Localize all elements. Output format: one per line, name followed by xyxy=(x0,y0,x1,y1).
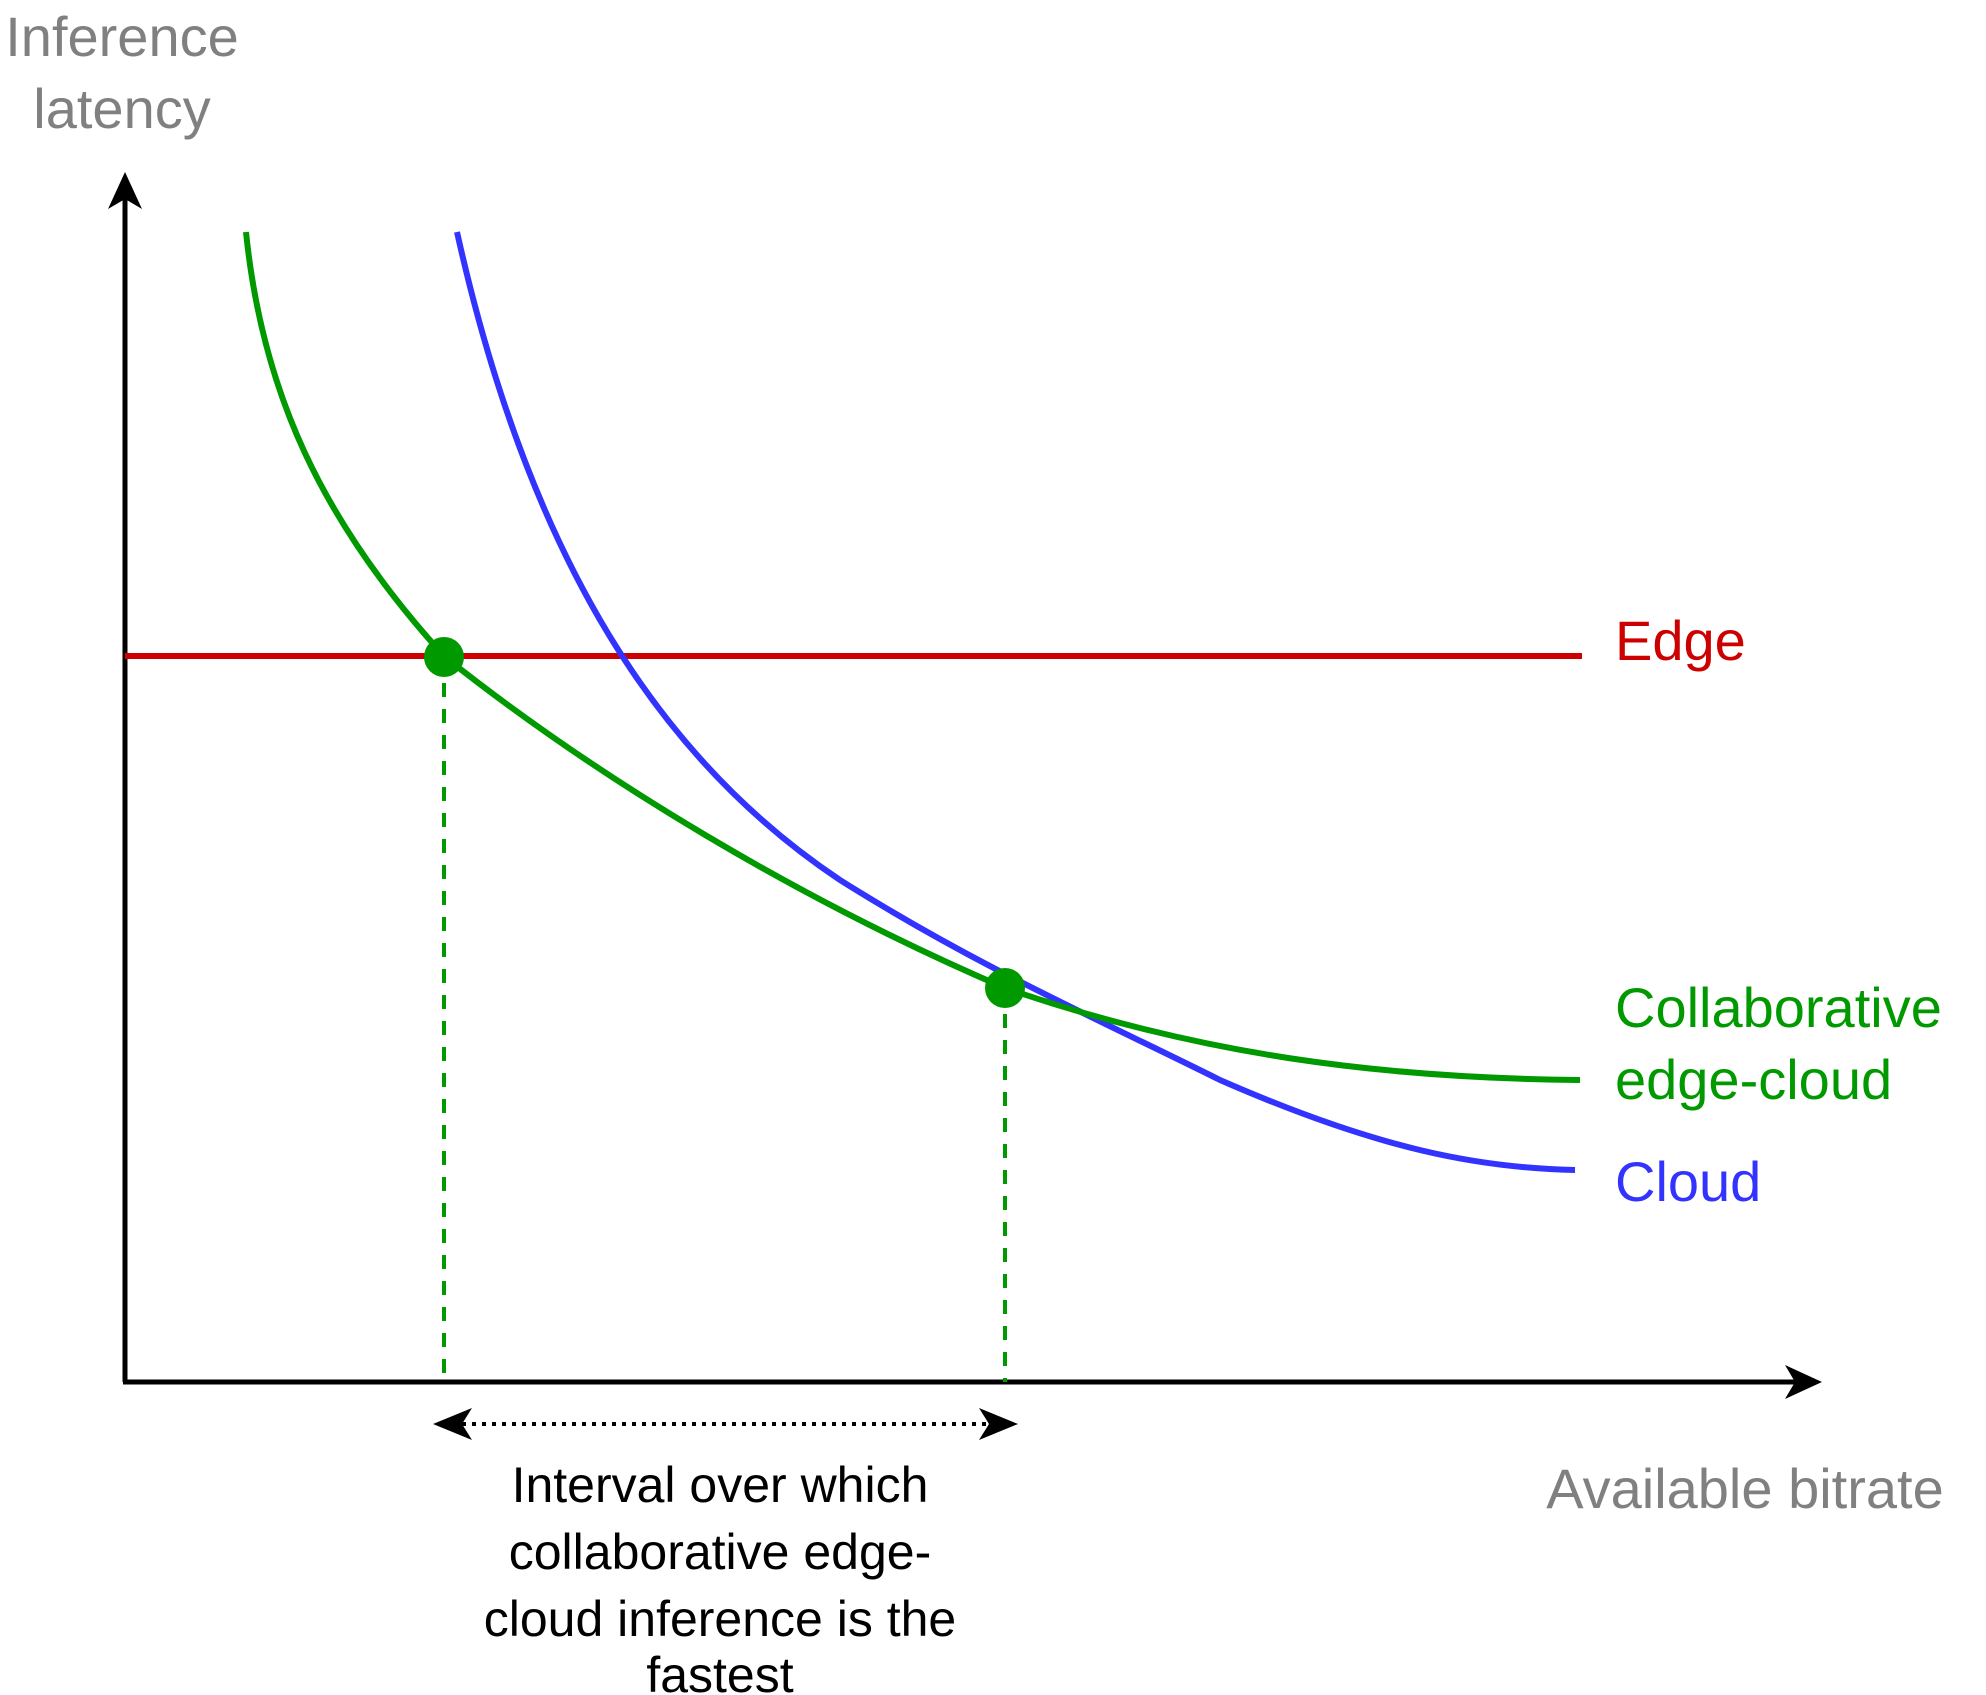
edge-collaborative-crossover-point xyxy=(424,637,464,677)
cloud-label: Cloud xyxy=(1615,1150,1761,1213)
x-axis-arrowhead xyxy=(1785,1365,1822,1399)
interval-right-arrowhead xyxy=(979,1408,1018,1440)
cloud-collaborative-crossover-point xyxy=(985,968,1025,1008)
edge-label: Edge xyxy=(1615,609,1746,672)
interval-left-arrowhead xyxy=(433,1408,472,1440)
cloud-curve xyxy=(454,231,1576,1173)
collaborative-curve xyxy=(243,231,1581,1083)
y-axis-label-line1: Inference xyxy=(5,5,239,68)
interval-annotation-line2: collaborative edge- xyxy=(509,1524,932,1580)
interval-annotation-line4: fastest xyxy=(646,1647,793,1695)
x-axis-label: Available bitrate xyxy=(1546,1457,1943,1520)
interval-annotation-line3: cloud inference is the xyxy=(484,1591,957,1647)
interval-annotation-line1: Interval over which xyxy=(512,1457,929,1513)
y-axis-arrowhead xyxy=(108,172,142,209)
collaborative-label-line2: edge-cloud xyxy=(1615,1048,1892,1111)
collaborative-label-line1: Collaborative xyxy=(1615,976,1942,1039)
y-axis-label-line2: latency xyxy=(33,77,210,140)
